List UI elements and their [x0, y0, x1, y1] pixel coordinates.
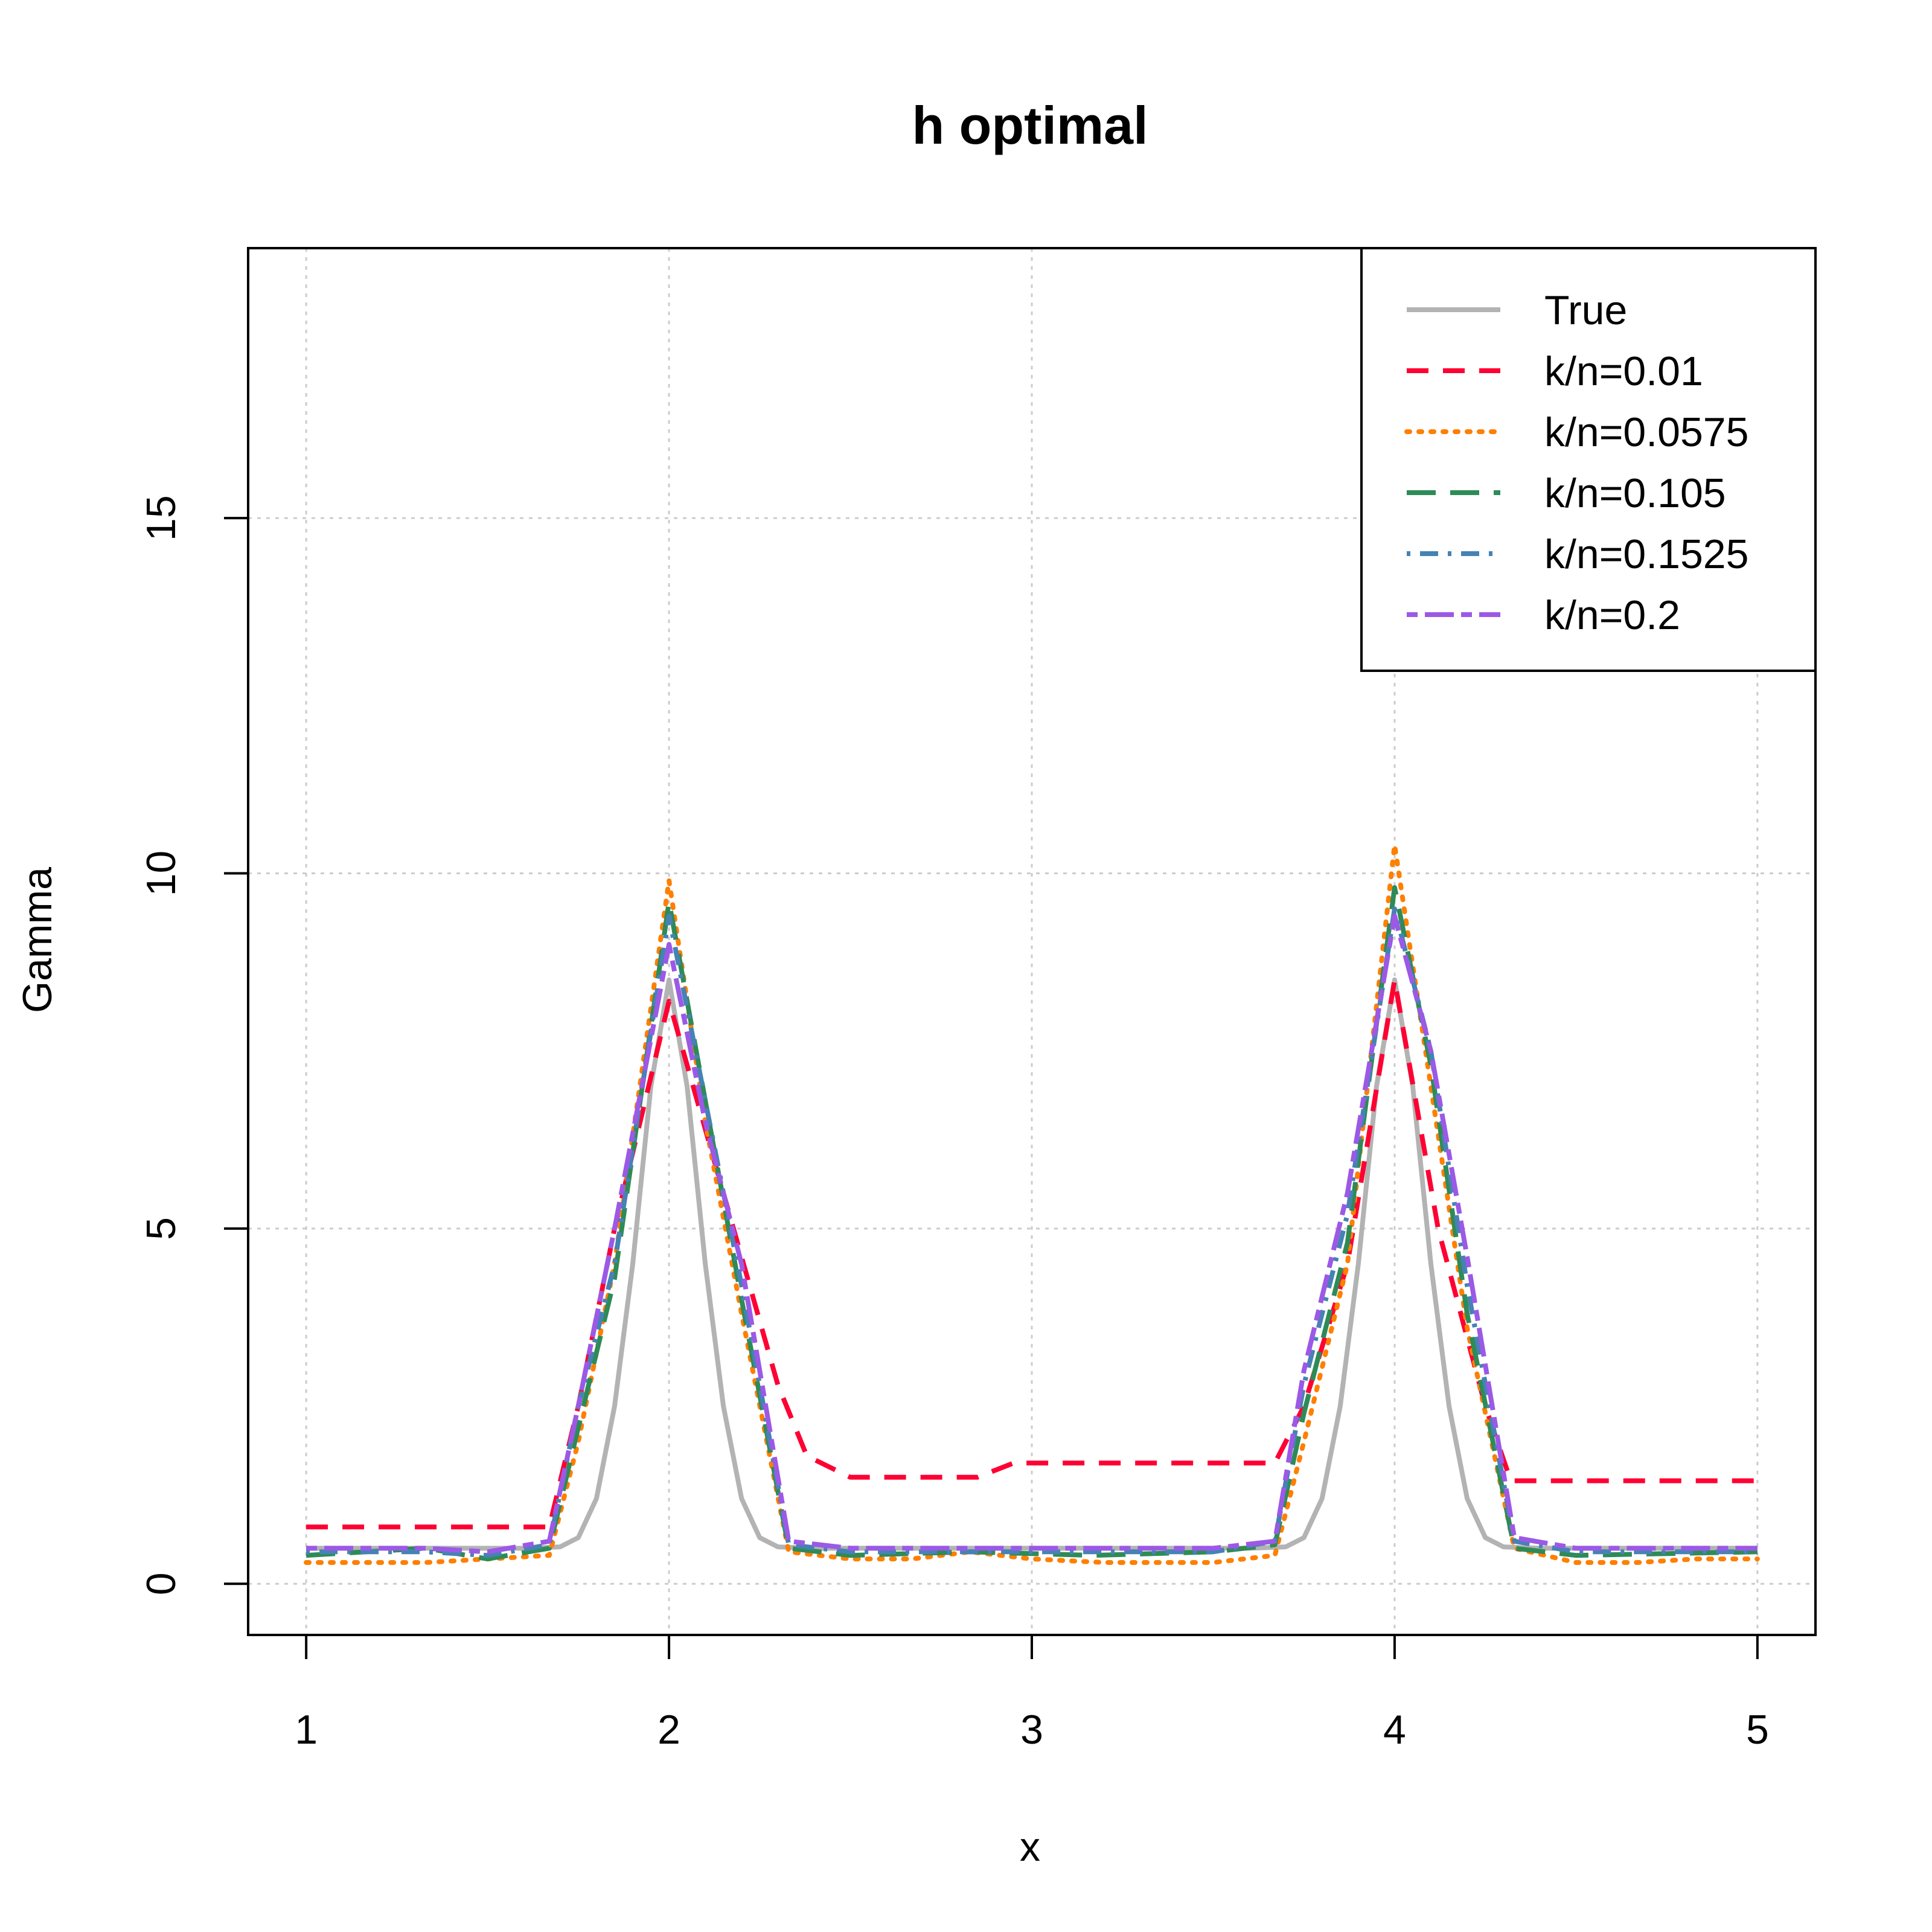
- y-tick-label: 0: [138, 1572, 184, 1595]
- series-line-5: [306, 913, 1758, 1555]
- chart-title: h optimal: [912, 95, 1148, 155]
- legend-label-0: True: [1544, 287, 1627, 333]
- series-layer: [304, 842, 1760, 1565]
- y-tick-label: 10: [138, 851, 184, 897]
- x-tick-label: 3: [1020, 1707, 1043, 1753]
- legend-label-3: k/n=0.105: [1544, 470, 1726, 516]
- legend-label-5: k/n=0.2: [1544, 592, 1680, 638]
- x-axis-title: x: [1020, 1824, 1040, 1870]
- x-tick-label: 4: [1383, 1707, 1406, 1753]
- y-axis-title: Gamma: [14, 867, 60, 1013]
- legend-label-2: k/n=0.0575: [1544, 409, 1748, 455]
- legend: True k/n=0.01 k/n=0.0575 k/n=0.105 k/n=0.152…: [1360, 247, 1817, 672]
- series-line-4: [306, 906, 1758, 1558]
- x-tick-label: 1: [295, 1707, 318, 1753]
- axis-layer: 1 2 3 4 5 0 5 10 15: [138, 247, 1817, 1753]
- legend-label-4: k/n=0.1525: [1544, 531, 1748, 577]
- y-tick-label: 5: [138, 1217, 184, 1240]
- legend-box: [1360, 247, 1817, 672]
- x-tick-label: 5: [1746, 1707, 1769, 1753]
- x-tick-label: 2: [657, 1707, 680, 1753]
- y-tick-label: 15: [138, 495, 184, 541]
- legend-label-1: k/n=0.01: [1544, 348, 1703, 394]
